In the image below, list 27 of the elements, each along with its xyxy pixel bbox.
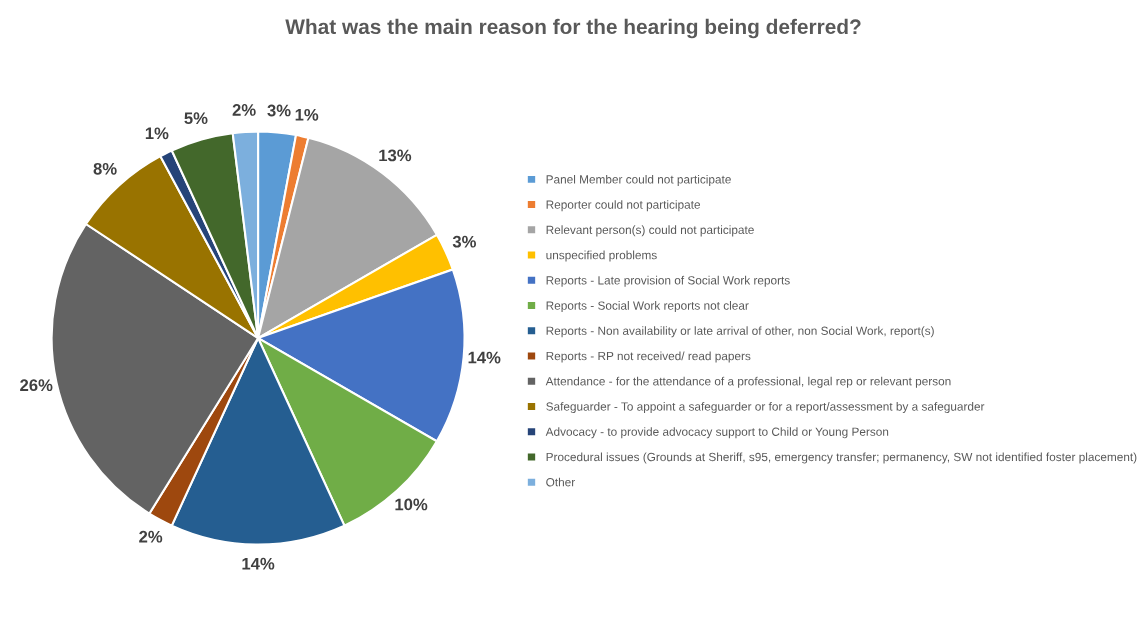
data-label: 1%: [295, 108, 319, 121]
data-label: 2%: [139, 530, 163, 543]
data-label: 14%: [242, 557, 275, 570]
legend-label: Advocacy - to provide advocacy support to Child or Young Person: [545, 427, 889, 439]
chart-title: What was the main reason for the hearing being deferred?: [285, 18, 861, 39]
legend-label: Procedural issues (Grounds at Sheriff, s95, emergency transfer; permanency, SW not identified foster placement): [546, 452, 1137, 464]
data-label: 13%: [379, 149, 412, 162]
legend-label: Reports - Non availability or late arrival of other, non Social Work, report(s): [546, 326, 934, 338]
data-label: 3%: [267, 104, 291, 117]
legend-label: Safeguarder - To appoint a safeguarder or for a report/assessment by a safeguarder: [546, 402, 985, 414]
legend-label: Reports - Late provision of Social Work reports: [546, 275, 790, 287]
data-label: 3%: [452, 235, 476, 248]
legend-label: Panel Member could not participate: [546, 174, 731, 186]
data-label: 10%: [395, 498, 428, 511]
data-label: 5%: [184, 112, 208, 125]
data-label: 8%: [93, 162, 117, 175]
data-label: 14%: [468, 351, 501, 364]
legend-label: Reports - Social Work reports not clear: [546, 301, 749, 313]
data-label: 1%: [145, 127, 169, 140]
legend-label: Other: [546, 477, 575, 487]
data-label: 26%: [20, 379, 53, 392]
data-label: 2%: [232, 104, 256, 116]
legend-label: unspecified problems: [546, 250, 657, 262]
legend-label: Relevant person(s) could not participate: [546, 225, 754, 237]
legend-label: Attendance - for the attendance of a professional, legal rep or relevant person: [545, 376, 951, 388]
legend-label: Reporter could not participate: [546, 200, 701, 212]
legend-label: Reports - RP not received/ read papers: [546, 351, 751, 363]
